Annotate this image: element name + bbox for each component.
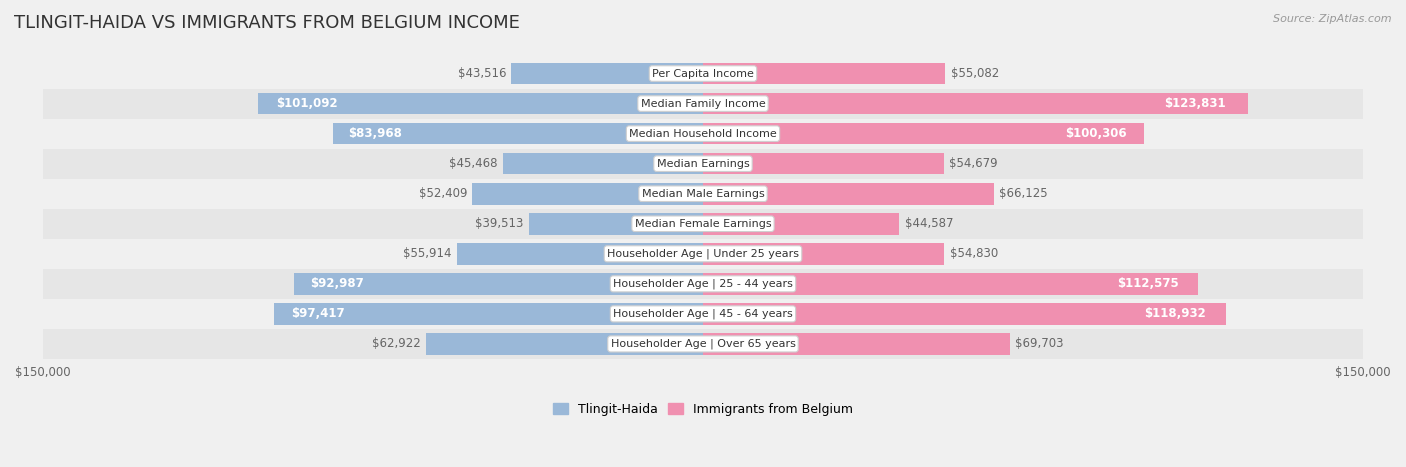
Bar (703, 273, 1198, 295)
Bar (294, 273, 703, 295)
Bar (42, 119, 1364, 149)
Text: Median Household Income: Median Household Income (628, 128, 778, 139)
Bar (703, 303, 1226, 325)
Text: TLINGIT-HAIDA VS IMMIGRANTS FROM BELGIUM INCOME: TLINGIT-HAIDA VS IMMIGRANTS FROM BELGIUM… (14, 14, 520, 32)
Bar (42, 149, 1364, 179)
Text: Householder Age | Over 65 years: Householder Age | Over 65 years (610, 339, 796, 349)
Text: $52,409: $52,409 (419, 187, 467, 200)
Text: $100,306: $100,306 (1066, 127, 1126, 140)
Bar (42, 89, 1364, 119)
Text: $54,679: $54,679 (949, 157, 998, 170)
Text: $123,831: $123,831 (1164, 97, 1226, 110)
Text: Median Earnings: Median Earnings (657, 159, 749, 169)
Text: $66,125: $66,125 (1000, 187, 1047, 200)
Text: $43,516: $43,516 (458, 67, 506, 80)
Bar (503, 153, 703, 175)
Text: $101,092: $101,092 (276, 97, 337, 110)
Bar (42, 329, 1364, 359)
Legend: Tlingit-Haida, Immigrants from Belgium: Tlingit-Haida, Immigrants from Belgium (548, 398, 858, 421)
Text: Source: ZipAtlas.com: Source: ZipAtlas.com (1274, 14, 1392, 24)
Text: Householder Age | 45 - 64 years: Householder Age | 45 - 64 years (613, 309, 793, 319)
Text: $69,703: $69,703 (1015, 338, 1063, 350)
Text: $54,830: $54,830 (949, 248, 998, 260)
Text: $112,575: $112,575 (1116, 277, 1178, 290)
Bar (703, 183, 994, 205)
Text: Median Female Earnings: Median Female Earnings (634, 219, 772, 229)
Text: $92,987: $92,987 (311, 277, 364, 290)
Bar (472, 183, 703, 205)
Bar (457, 243, 703, 265)
Bar (42, 58, 1364, 89)
Bar (703, 93, 1249, 114)
Bar (42, 239, 1364, 269)
Bar (703, 243, 945, 265)
Bar (703, 333, 1010, 355)
Bar (529, 213, 703, 234)
Text: $44,587: $44,587 (904, 217, 953, 230)
Bar (426, 333, 703, 355)
Bar (42, 269, 1364, 299)
Text: $62,922: $62,922 (373, 338, 420, 350)
Text: $45,468: $45,468 (449, 157, 498, 170)
Bar (42, 299, 1364, 329)
Text: $83,968: $83,968 (349, 127, 402, 140)
Text: $55,914: $55,914 (404, 248, 451, 260)
Text: Per Capita Income: Per Capita Income (652, 69, 754, 78)
Bar (703, 123, 1144, 144)
Text: $97,417: $97,417 (291, 307, 344, 320)
Bar (703, 63, 945, 85)
Bar (274, 303, 703, 325)
Bar (42, 209, 1364, 239)
Bar (259, 93, 703, 114)
Bar (333, 123, 703, 144)
Text: $118,932: $118,932 (1143, 307, 1205, 320)
Bar (703, 153, 943, 175)
Text: Median Family Income: Median Family Income (641, 99, 765, 109)
Text: Householder Age | Under 25 years: Householder Age | Under 25 years (607, 248, 799, 259)
Text: Householder Age | 25 - 44 years: Householder Age | 25 - 44 years (613, 279, 793, 289)
Text: $39,513: $39,513 (475, 217, 524, 230)
Text: $55,082: $55,082 (950, 67, 998, 80)
Bar (703, 213, 900, 234)
Bar (512, 63, 703, 85)
Bar (42, 179, 1364, 209)
Text: Median Male Earnings: Median Male Earnings (641, 189, 765, 199)
